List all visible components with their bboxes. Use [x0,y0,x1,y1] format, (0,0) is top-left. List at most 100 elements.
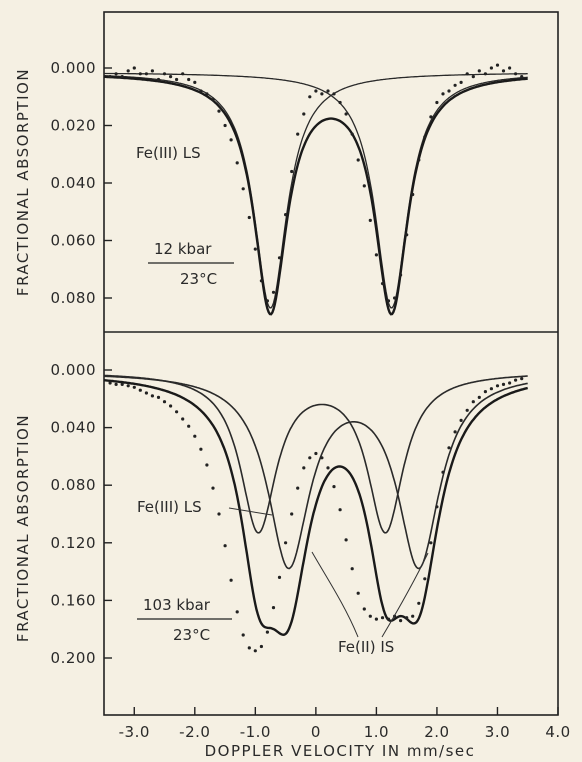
bottom-data-point [453,430,457,434]
top-data-point [405,233,409,237]
top-data-point [483,72,487,76]
bottom-data-point [277,575,282,580]
x-tick-label-5: 2.0 [424,723,449,741]
bottom-data-point [308,456,312,460]
bottom-data-point [302,466,306,470]
bottom-y-tick-label-2: 0.080 [51,476,96,494]
bottom-data-point [320,456,324,460]
top-data-point [259,279,263,283]
top-data-point [144,72,148,76]
top-data-point [193,80,197,84]
bottom-data-point [223,544,227,548]
top-y-axis-title: FRACTIONAL ABSORPTION [14,68,32,296]
bottom-data-point [144,391,148,395]
bottom-data-point [380,616,385,620]
bottom-data-point [132,385,136,389]
bottom-data-point [338,508,342,512]
bottom-total-fit-line [103,379,528,637]
bottom-data-point [411,614,415,618]
bottom-data-point [417,601,421,605]
top-data-point [247,215,251,220]
top-data-point [223,123,227,128]
bottom-data-point [362,607,366,611]
top-component-line-1 [103,72,528,309]
bottom-data-point [489,387,493,391]
top-data-point [520,75,524,79]
bottom-axis-ticks: 0.000 0.040 0.080 0.120 0.160 0.200 [51,361,112,667]
top-data-point [441,92,445,96]
top-data-point [253,247,257,251]
top-y-tick-label-1: 0.020 [51,117,96,135]
bottom-data-point [108,381,112,385]
bottom-data-point [423,577,427,581]
top-data-point [514,72,518,76]
top-data-point [265,299,269,303]
bottom-data-point [465,408,469,412]
bottom-data-point [181,417,185,421]
top-data-point [156,77,161,82]
top-data-point [308,95,312,99]
bottom-data-point [356,591,360,595]
bottom-data-point [150,394,154,398]
top-data-point [374,253,378,257]
top-data-point [344,112,348,116]
bottom-data-point [156,395,161,399]
bottom-data-point [193,434,197,438]
bottom-panel-series [103,374,528,653]
bottom-data-point [162,400,167,404]
top-data-point [199,89,203,93]
bottom-data-point [175,410,179,414]
bottom-data-point [126,384,130,388]
bottom-data-point [344,538,348,542]
x-tick-label-3: 0 [311,723,321,741]
top-data-point [423,135,427,139]
top-data-point [132,66,136,70]
top-data-point [138,72,142,76]
bottom-data-point [187,424,191,428]
bottom-data-point [326,466,330,470]
top-data-point [284,213,288,217]
top-fit-line [104,75,528,316]
top-data-point [447,89,451,93]
top-data-point [429,115,433,119]
bottom-data-point [447,446,451,450]
bottom-is-doublet-line [103,375,528,570]
bottom-data-point [501,382,506,386]
bottom-data-point [508,381,512,385]
top-data-point [290,169,294,174]
bottom-data-point [441,470,445,474]
bottom-data-point [271,606,276,610]
top-data-point [350,132,354,136]
top-data-point [241,187,245,191]
top-data-point [477,69,481,73]
bottom-y-tick-label-1: 0.040 [51,419,96,437]
bottom-data-point [284,541,288,545]
bottom-data-point [169,404,173,408]
bottom-y-tick-label-4: 0.160 [51,591,96,609]
bottom-data-point [483,390,487,394]
top-data-point [181,72,185,76]
top-y-tick-label-4: 0.080 [51,289,96,307]
top-data-point [417,158,421,162]
bottom-data-point [314,451,318,456]
top-data-point [314,89,318,93]
bottom-data-point [217,512,221,516]
x-axis-title: DOPPLER VELOCITY IN mm/sec [205,742,476,760]
top-data-point [205,92,209,96]
top-data-point [356,158,360,162]
top-y-tick-label-3: 0.060 [51,232,96,250]
top-data-point [187,77,191,82]
bottom-data-point [253,649,257,653]
bottom-data-point [138,388,142,392]
bottom-data-point [459,418,463,422]
top-data-point [489,66,493,70]
top-data-point [471,75,475,79]
x-axis-ticks: -3.0 -2.0 -1.0 0 1.0 2.0 3.0 4.0 [119,707,570,741]
bottom-data-point [514,378,518,382]
bottom-data-point [386,617,391,621]
top-data-point [326,89,330,93]
bottom-data-point [211,486,215,490]
bottom-data-point [114,382,118,386]
top-axis-ticks: 0.000 0.020 0.040 0.060 0.080 [51,59,112,307]
top-data-point [393,296,397,300]
